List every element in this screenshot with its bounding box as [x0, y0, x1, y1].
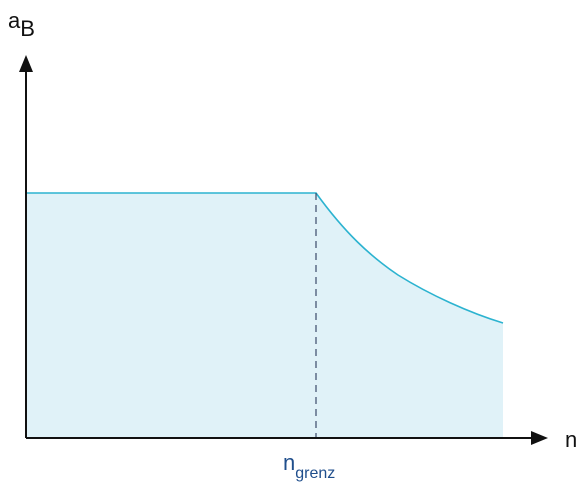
shaded-area [26, 193, 503, 438]
x-axis-arrow [531, 431, 548, 445]
breakpoint-label-subscript: grenz [295, 465, 336, 482]
breakpoint-label: ngrenz [283, 450, 335, 482]
y-axis-label-subscript: B [20, 16, 35, 41]
y-axis-label-main: a [8, 8, 21, 33]
x-axis-label: n [565, 427, 578, 452]
y-axis-arrow [19, 55, 33, 72]
curve-line [26, 192, 504, 324]
y-axis-label: aB [8, 8, 35, 40]
breakpoint-label-main: n [283, 450, 296, 475]
